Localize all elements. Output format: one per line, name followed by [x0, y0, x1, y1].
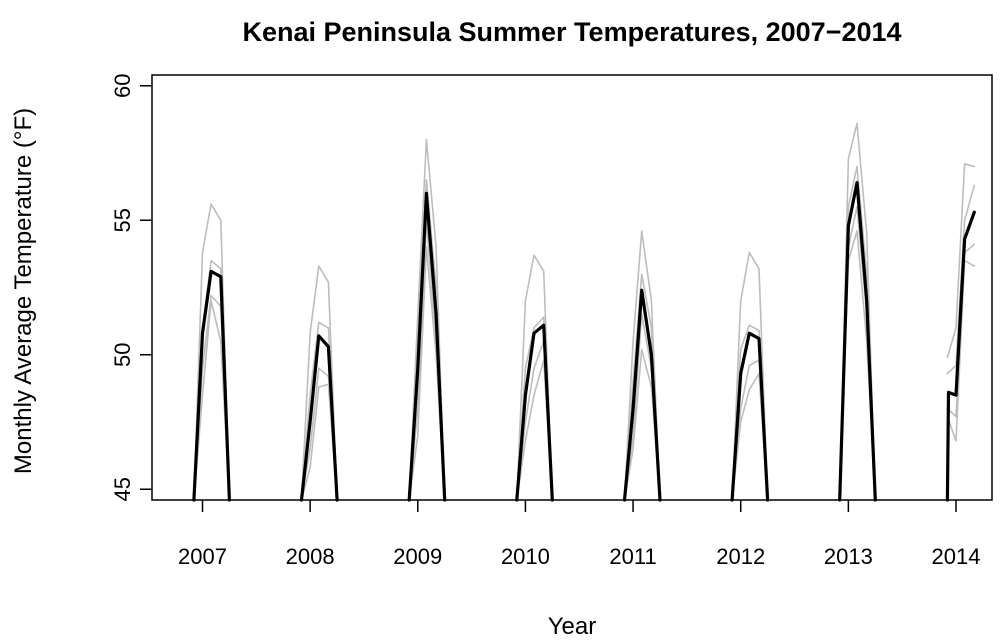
- average-line-segment: [945, 210, 976, 502]
- x-tick-label: 2010: [501, 544, 550, 569]
- station-line-segment-1: [300, 265, 338, 501]
- y-tick-label: 45: [110, 477, 135, 501]
- x-axis: 2007 2008 2009 2010 2011 2012 2013 2014: [178, 500, 980, 569]
- x-tick-label: 2007: [178, 544, 227, 569]
- average-lines: [192, 181, 976, 502]
- average-line-segment: [838, 181, 877, 502]
- y-axis-label: Monthly Average Temperature (°F): [10, 108, 37, 474]
- station-line-segment-1: [515, 254, 554, 501]
- station-line-segment-4: [946, 259, 976, 442]
- station-line-segment-1: [408, 138, 446, 501]
- x-tick-label: 2014: [932, 544, 981, 569]
- average-line-segment: [622, 288, 662, 502]
- station-line-segment-1: [946, 163, 976, 359]
- average-line-segment: [730, 331, 770, 502]
- station-lines: [193, 122, 976, 501]
- x-tick-label: 2009: [393, 544, 442, 569]
- y-tick-label: 50: [110, 343, 135, 367]
- y-tick-label: 60: [110, 74, 135, 98]
- y-axis: 45 50 55 60: [110, 74, 152, 501]
- station-line-segment-1: [623, 230, 661, 501]
- plot-frame: [151, 74, 993, 501]
- x-axis-label: Year: [548, 613, 597, 640]
- x-tick-label: 2013: [824, 544, 873, 569]
- average-line-segment: [192, 269, 231, 502]
- y-tick-label: 55: [110, 208, 135, 232]
- average-line-segment: [515, 323, 554, 502]
- x-tick-label: 2008: [286, 544, 335, 569]
- average-line-segment: [299, 334, 339, 502]
- x-tick-label: 2011: [609, 544, 656, 569]
- x-tick-label: 2012: [716, 544, 765, 569]
- station-line-segment-4: [193, 300, 231, 501]
- average-line-segment: [407, 191, 447, 502]
- station-line-segment-1: [731, 251, 769, 501]
- chart-title: Kenai Peninsula Summer Temperatures, 200…: [242, 17, 901, 47]
